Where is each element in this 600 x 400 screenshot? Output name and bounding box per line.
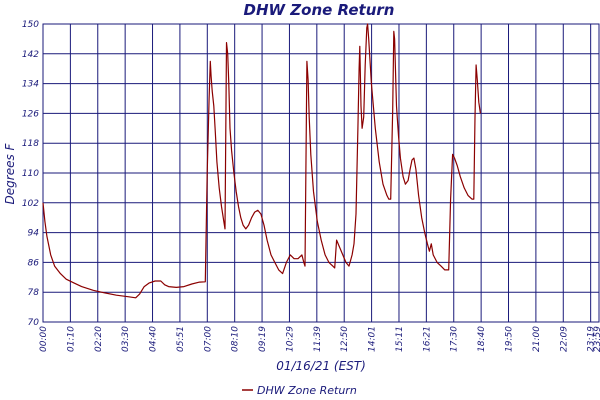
x-tick-label: 22:09: [559, 326, 569, 352]
legend: DHW Zone Return: [242, 384, 357, 397]
x-tick-label: 01:10: [66, 326, 76, 352]
legend-label: DHW Zone Return: [257, 384, 357, 397]
x-tick-label: 08:10: [231, 326, 241, 352]
chart-title: DHW Zone Return: [244, 1, 395, 19]
grid: [42, 23, 600, 323]
y-tick-labels: 70 78 86 94 102 110 118 126 134 142 150: [22, 20, 39, 328]
x-tick-label: 15:11: [395, 326, 405, 352]
x-tick-label: 09:19: [258, 326, 268, 352]
x-tick-label: 11:39: [313, 326, 323, 352]
x-tick-label: 07:00: [203, 326, 213, 352]
x-tick-label: 10:29: [285, 326, 295, 352]
y-tick-label: 126: [22, 109, 39, 119]
y-tick-label: 94: [28, 229, 40, 239]
x-tick-label: 18:40: [477, 326, 487, 352]
x-tick-label: 19:50: [505, 326, 515, 352]
x-tick-label: 23:19: [587, 326, 597, 352]
x-tick-label: 21:00: [532, 326, 542, 352]
y-tick-label: 86: [28, 258, 40, 268]
x-tick-label: 00:00: [39, 326, 49, 352]
x-tick-label: 16:21: [422, 326, 432, 352]
series-line-1: [42, 23, 481, 299]
y-tick-label: 110: [22, 169, 39, 179]
x-tick-labels: 00:00 01:10 02:20 03:30 04:40 05:51 07:00 08:10…: [39, 326, 600, 352]
y-axis-label: Degrees F: [3, 142, 17, 204]
x-tick-label: 03:30: [121, 326, 131, 352]
x-tick-label: 05:51: [176, 326, 186, 352]
y-tick-label: 102: [22, 199, 39, 209]
x-axis-label: 01/16/21 (EST): [276, 359, 366, 373]
x-tick-label: 17:30: [450, 326, 460, 352]
x-tick-label: 14:01: [368, 326, 378, 352]
x-tick-label: 23:59: [593, 326, 600, 352]
x-tick-label: 04:40: [149, 326, 159, 352]
y-tick-label: 78: [28, 288, 40, 298]
y-tick-label: 118: [22, 139, 39, 149]
y-tick-label: 142: [22, 50, 39, 60]
y-tick-label: 134: [22, 80, 39, 90]
x-tick-label: 02:20: [94, 326, 104, 352]
x-tick-label: 12:50: [340, 326, 350, 352]
y-tick-label: 150: [22, 20, 39, 30]
y-tick-label: 70: [28, 318, 40, 328]
series-layer: [42, 23, 481, 299]
